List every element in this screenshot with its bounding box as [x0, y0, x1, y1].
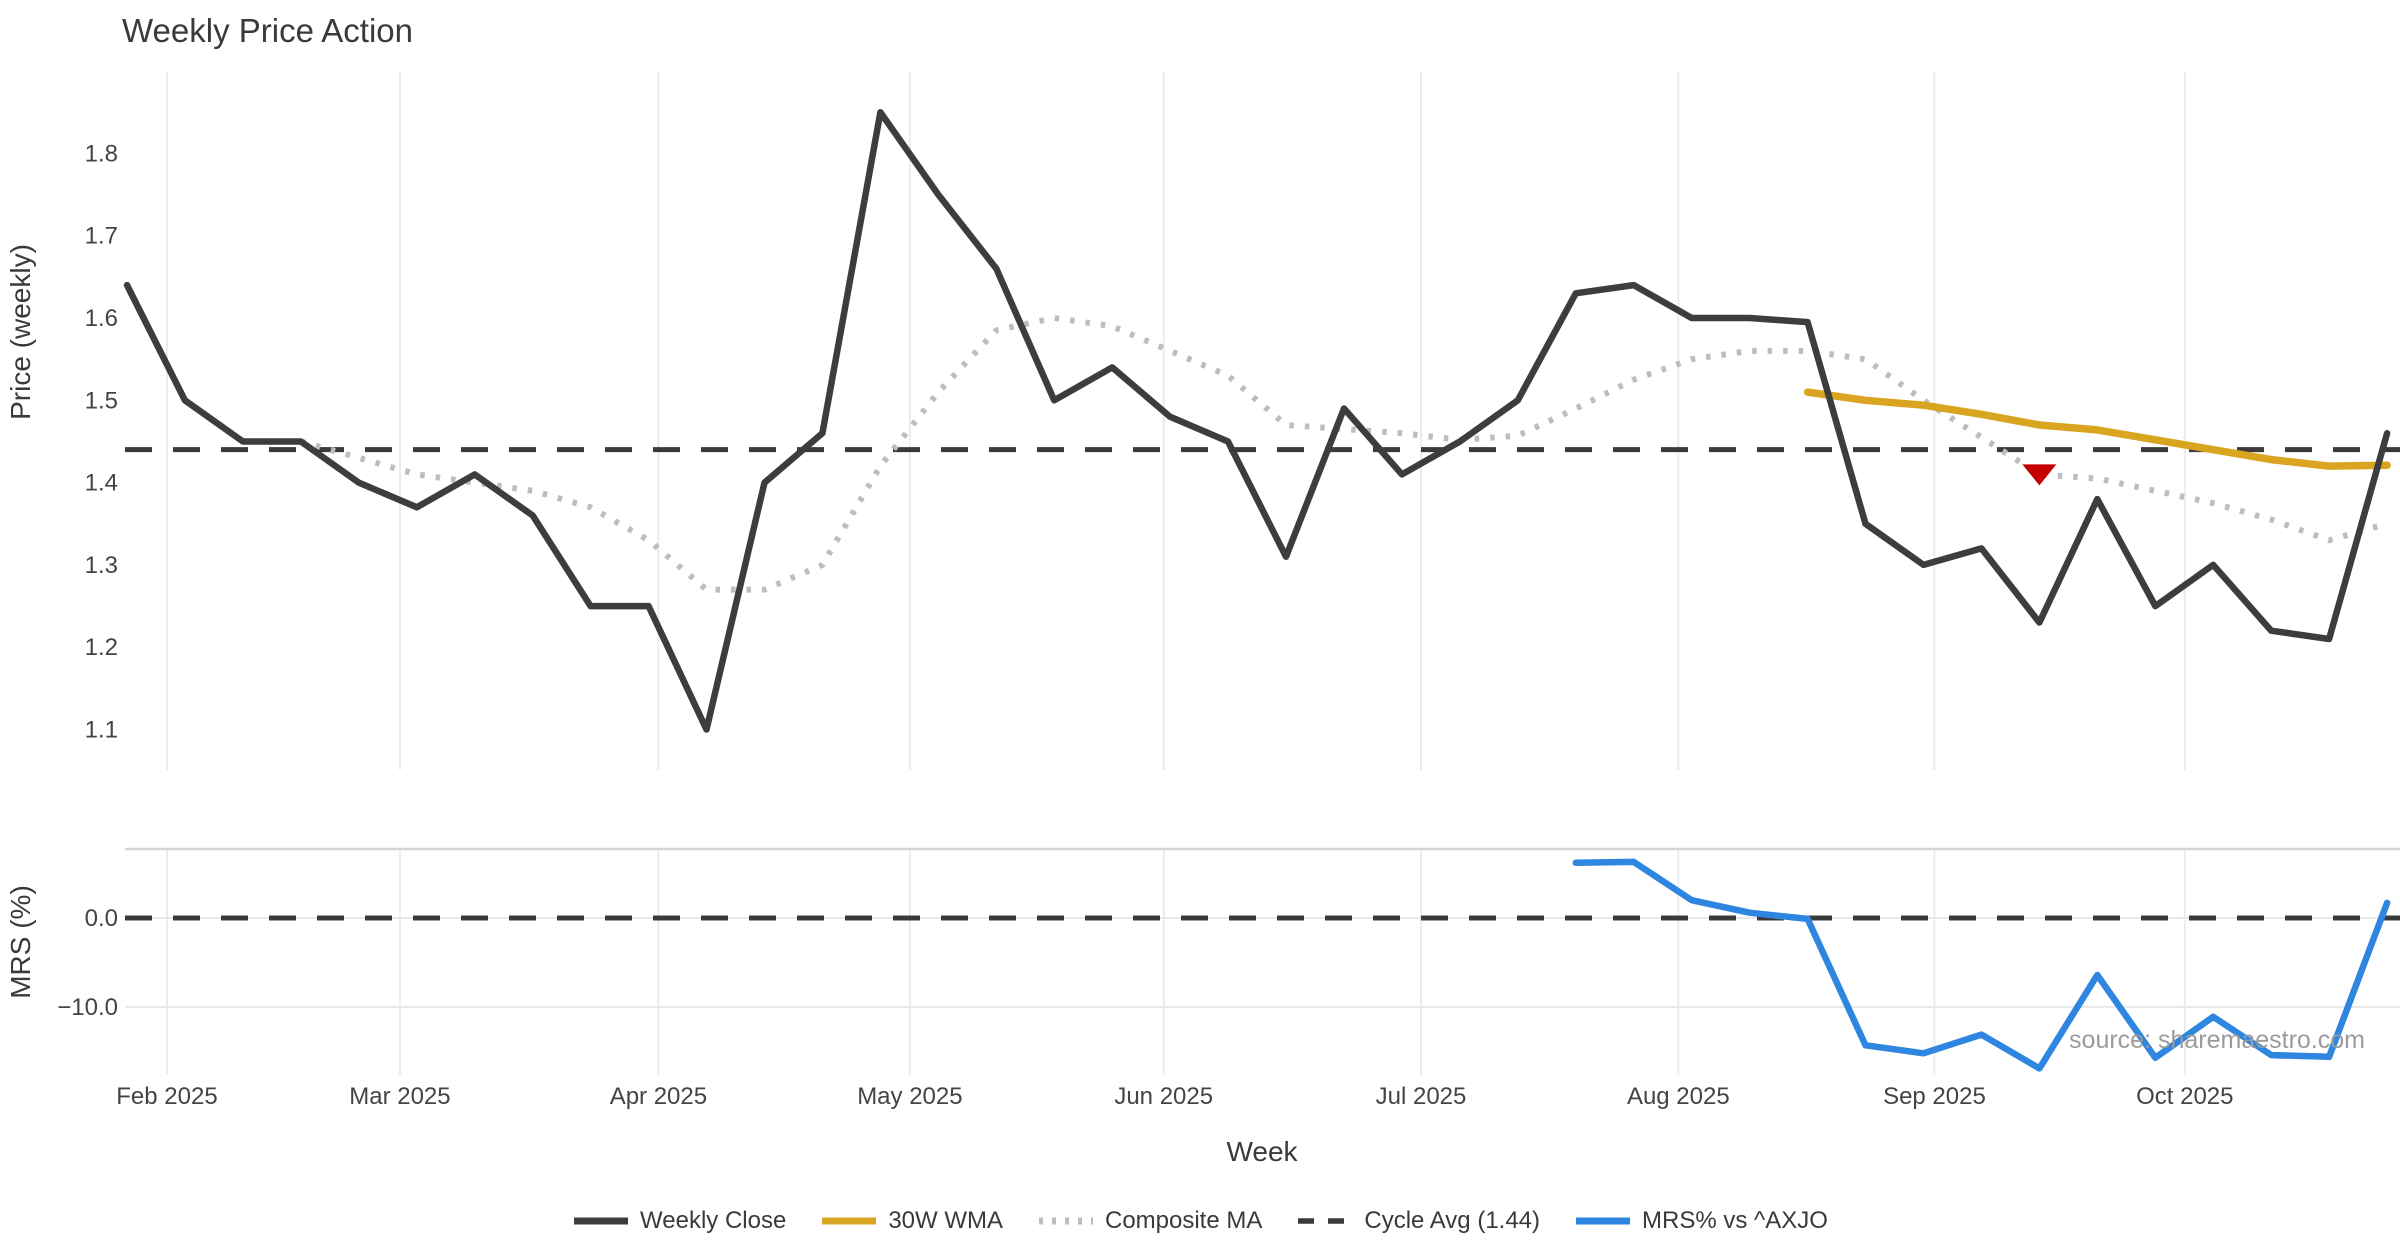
legend-swatch-icon: [1576, 1217, 1631, 1225]
month-tick-label: Apr 2025: [610, 1083, 707, 1110]
legend-item-weekly-close[interactable]: Weekly Close: [572, 1207, 786, 1235]
price-ytick-label: 1.3: [85, 552, 118, 579]
month-tick-label: Jul 2025: [1376, 1083, 1467, 1110]
legend-swatch-icon: [574, 1217, 629, 1225]
legend-label: MRS% vs ^AXJO: [1642, 1207, 1828, 1234]
price-ytick-label: 1.8: [85, 140, 118, 167]
price-ytick-label: 1.7: [85, 223, 118, 250]
legend-item-30w-wma[interactable]: 30W WMA: [820, 1207, 1003, 1235]
axis-ticks: Feb 2025 Mar 2025 Apr 2025 May 2025 Jun 2025…: [57, 140, 2233, 1110]
month-tick-label: May 2025: [857, 1083, 962, 1110]
legend-item-mrs-vs-axjo[interactable]: MRS% vs ^AXJO: [1574, 1207, 1828, 1235]
legend-item-cycle-avg-1-44[interactable]: Cycle Avg (1.44): [1296, 1207, 1540, 1235]
mrs-ytick-label: −10.0: [57, 994, 118, 1021]
mrs-line: [1572, 858, 2391, 1072]
gridlines: [125, 72, 2400, 1075]
legend-label: 30W WMA: [888, 1207, 1003, 1234]
legend: Weekly Close 30W WMA Composite MA Cycle Avg…: [572, 1207, 1828, 1235]
price-ytick-label: 1.4: [85, 470, 118, 497]
series-lines: [123, 109, 2400, 1072]
month-tick-label: Feb 2025: [116, 1083, 217, 1110]
price-axis-title: Price (weekly): [5, 244, 36, 420]
mrs-axis-title: MRS (%): [5, 885, 36, 999]
legend-swatch-icon: [1038, 1217, 1093, 1225]
watermark: source: sharemaestro.com: [2069, 1026, 2365, 1054]
price-ytick-label: 1.1: [85, 717, 118, 744]
legend-label: Composite MA: [1104, 1207, 1263, 1234]
month-tick-label: Mar 2025: [349, 1083, 450, 1110]
month-tick-label: Aug 2025: [1627, 1083, 1730, 1110]
mrs-ytick-label: 0.0: [85, 905, 118, 932]
page-title: Weekly Price Action: [122, 12, 413, 49]
legend-swatch-icon: [1298, 1218, 1353, 1224]
month-tick-label: Oct 2025: [2136, 1083, 2233, 1110]
month-tick-label: Sep 2025: [1883, 1083, 1986, 1110]
x-axis-title: Week: [1226, 1136, 1298, 1167]
price-ytick-label: 1.2: [85, 634, 118, 661]
signal-triangle-down-icon: [2022, 464, 2057, 486]
price-ytick-label: 1.5: [85, 387, 118, 414]
legend-label: Weekly Close: [640, 1207, 787, 1234]
legend-item-composite-ma[interactable]: Composite MA: [1037, 1207, 1262, 1235]
legend-swatch-icon: [822, 1217, 877, 1225]
month-tick-label: Jun 2025: [1114, 1083, 1213, 1110]
legend-label: Cycle Avg (1.44): [1364, 1207, 1541, 1234]
wma-line: [1803, 388, 2391, 470]
price-ytick-label: 1.6: [85, 305, 118, 332]
weekly-close-line: [123, 109, 2391, 733]
